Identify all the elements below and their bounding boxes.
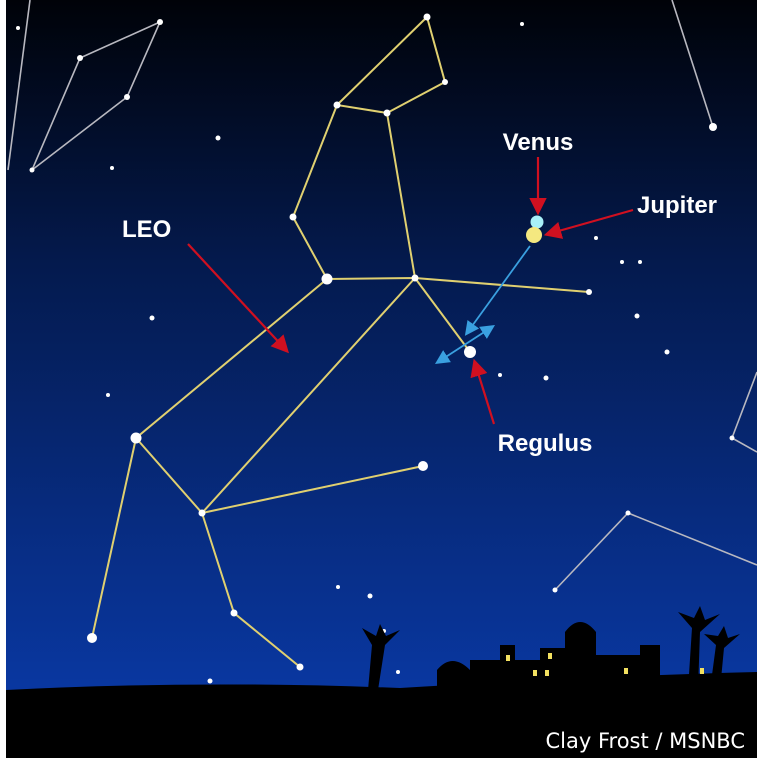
regulus-label: Regulus <box>498 430 593 457</box>
jupiter-label: Jupiter <box>637 192 717 219</box>
page: LEO Venus Jupiter Regulus Clay Frost / M… <box>0 0 757 758</box>
venus <box>531 216 544 229</box>
sky-diagram: LEO Venus Jupiter Regulus Clay Frost / M… <box>0 0 757 758</box>
credit: Clay Frost / MSNBC <box>546 729 746 753</box>
jupiter <box>526 227 542 243</box>
leo-label: LEO <box>122 216 171 243</box>
venus-label: Venus <box>503 129 574 156</box>
